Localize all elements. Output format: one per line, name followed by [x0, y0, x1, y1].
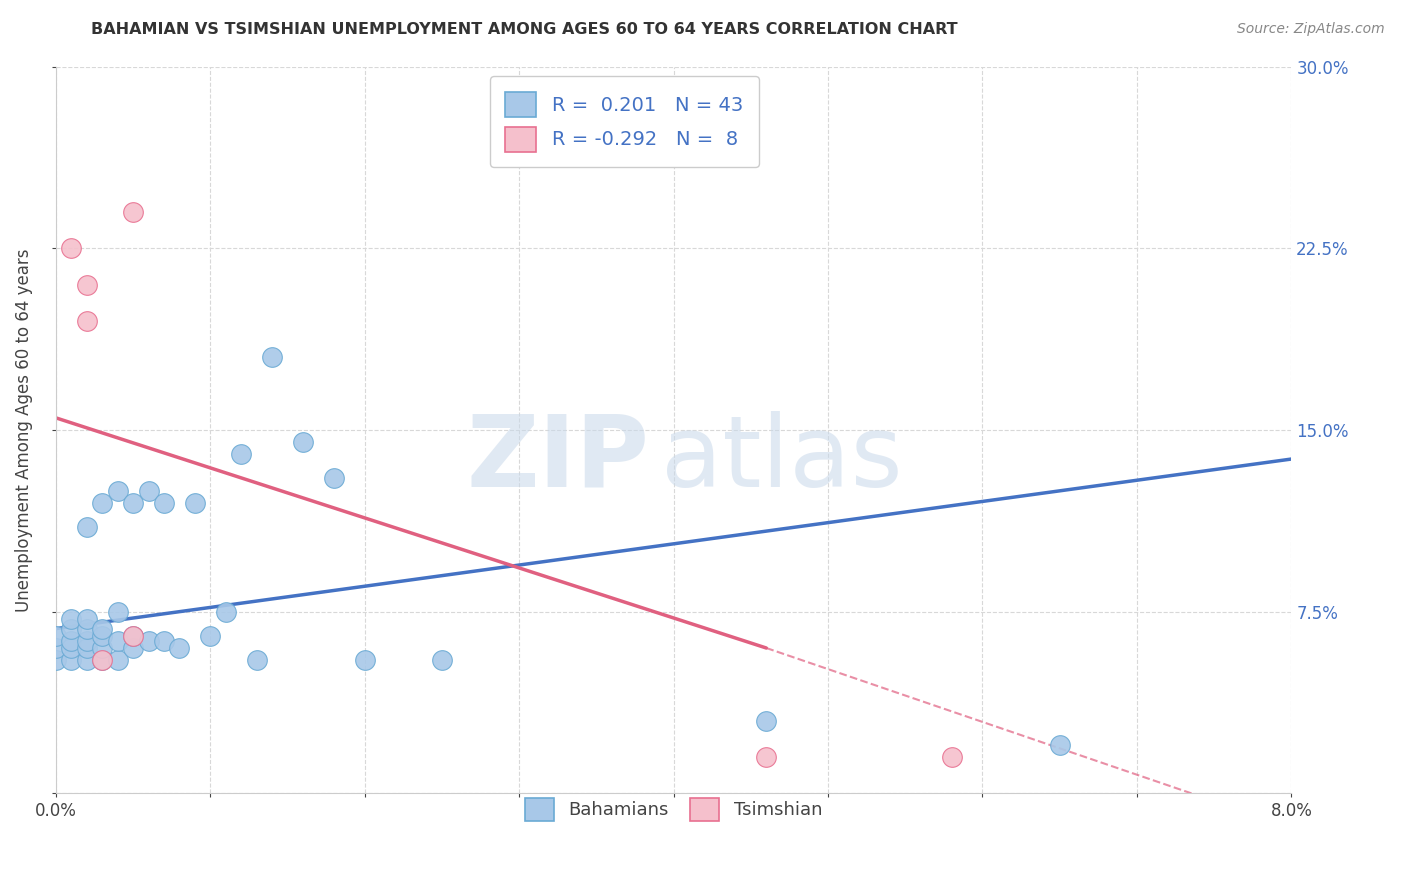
Point [430, 653, 453, 667]
Point [76, 520, 98, 534]
Point [122, 629, 145, 643]
Point [322, 471, 344, 485]
Point [60, 653, 83, 667]
Y-axis label: Unemployment Among Ages 60 to 64 years: Unemployment Among Ages 60 to 64 years [15, 248, 32, 612]
Point [755, 714, 778, 728]
Point [60, 640, 83, 655]
Point [91, 496, 114, 510]
Point [76, 653, 98, 667]
Point [45, 640, 67, 655]
Text: atlas: atlas [661, 410, 903, 508]
Point [122, 496, 145, 510]
Point [45, 629, 67, 643]
Point [45, 653, 67, 667]
Point [76, 314, 98, 328]
Point [91, 653, 114, 667]
Point [91, 653, 114, 667]
Point [231, 447, 253, 461]
Point [755, 750, 778, 764]
Point [107, 633, 129, 648]
Point [107, 483, 129, 498]
Point [76, 277, 98, 292]
Point [91, 640, 114, 655]
Point [138, 483, 160, 498]
Text: Source: ZipAtlas.com: Source: ZipAtlas.com [1237, 22, 1385, 37]
Point [60, 241, 83, 255]
Point [246, 653, 269, 667]
Point [91, 629, 114, 643]
Point [153, 496, 176, 510]
Point [184, 496, 207, 510]
Point [60, 622, 83, 636]
Point [107, 605, 129, 619]
Point [76, 640, 98, 655]
Point [91, 622, 114, 636]
Point [153, 633, 176, 648]
Point [60, 633, 83, 648]
Point [138, 633, 160, 648]
Point [60, 612, 83, 626]
Point [122, 205, 145, 219]
Point [292, 435, 315, 450]
Point [1049, 738, 1071, 752]
Text: ZIP: ZIP [465, 410, 650, 508]
Point [122, 640, 145, 655]
Point [122, 629, 145, 643]
Point [262, 351, 284, 365]
Point [76, 612, 98, 626]
Point [107, 653, 129, 667]
Point [215, 605, 238, 619]
Text: BAHAMIAN VS TSIMSHIAN UNEMPLOYMENT AMONG AGES 60 TO 64 YEARS CORRELATION CHART: BAHAMIAN VS TSIMSHIAN UNEMPLOYMENT AMONG… [91, 22, 957, 37]
Point [200, 629, 222, 643]
Point [76, 622, 98, 636]
Point [76, 633, 98, 648]
Legend: Bahamians, Tsimshian: Bahamians, Tsimshian [510, 783, 837, 835]
Point [941, 750, 963, 764]
Point [169, 640, 191, 655]
Point [353, 653, 375, 667]
